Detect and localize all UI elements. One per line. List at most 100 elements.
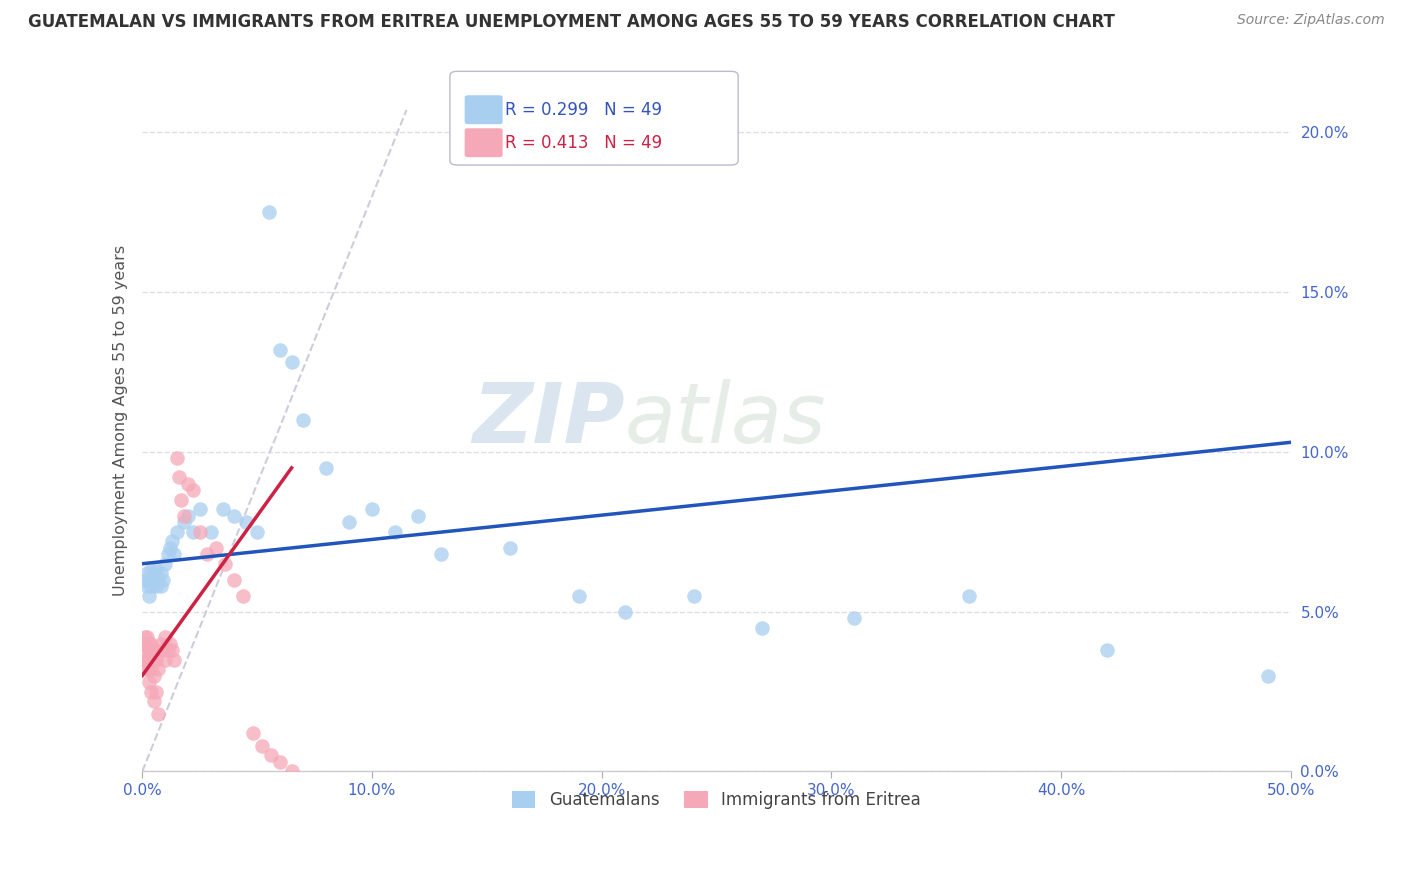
Point xyxy=(135,566,157,581)
Point xyxy=(269,755,291,769)
Point xyxy=(211,502,233,516)
Point xyxy=(181,483,204,498)
Text: ZIP: ZIP xyxy=(472,379,624,460)
Point xyxy=(138,573,160,587)
Point xyxy=(163,547,186,561)
Point xyxy=(159,637,181,651)
Point xyxy=(166,451,188,466)
Point xyxy=(844,611,866,625)
Point xyxy=(195,547,218,561)
Point xyxy=(142,668,165,682)
Point xyxy=(568,589,591,603)
Point xyxy=(280,355,302,369)
Point xyxy=(138,674,160,689)
Point xyxy=(499,541,522,555)
Text: GUATEMALAN VS IMMIGRANTS FROM ERITREA UNEMPLOYMENT AMONG AGES 55 TO 59 YEARS COR: GUATEMALAN VS IMMIGRANTS FROM ERITREA UN… xyxy=(28,13,1115,31)
Point xyxy=(138,637,160,651)
Point xyxy=(188,502,211,516)
Text: R = 0.299   N = 49: R = 0.299 N = 49 xyxy=(505,101,662,119)
Point xyxy=(337,515,360,529)
Point xyxy=(160,643,183,657)
Y-axis label: Unemployment Among Ages 55 to 59 years: Unemployment Among Ages 55 to 59 years xyxy=(114,244,128,596)
Point xyxy=(149,637,172,651)
Point xyxy=(280,764,302,779)
Point xyxy=(148,662,170,676)
Point xyxy=(138,662,160,676)
Point xyxy=(152,573,174,587)
Point xyxy=(166,524,188,539)
Point xyxy=(163,652,186,666)
Point xyxy=(135,579,157,593)
Point xyxy=(170,492,193,507)
Point xyxy=(134,652,156,666)
Point xyxy=(224,573,246,587)
Point xyxy=(181,524,204,539)
Point xyxy=(134,637,156,651)
Legend: Guatemalans, Immigrants from Eritrea: Guatemalans, Immigrants from Eritrea xyxy=(506,784,928,816)
Point xyxy=(177,476,200,491)
Point xyxy=(384,524,406,539)
Point xyxy=(156,547,179,561)
Point xyxy=(148,706,170,721)
Point xyxy=(167,470,190,484)
Point xyxy=(142,694,165,708)
Point xyxy=(138,652,160,666)
Point xyxy=(235,515,257,529)
Text: R = 0.413   N = 49: R = 0.413 N = 49 xyxy=(505,134,662,152)
Point xyxy=(142,652,165,666)
Point xyxy=(142,643,165,657)
Point xyxy=(141,563,163,577)
Text: atlas: atlas xyxy=(624,379,827,460)
Point xyxy=(430,547,453,561)
Point xyxy=(613,605,636,619)
Point xyxy=(145,652,167,666)
Point xyxy=(292,413,315,427)
Point xyxy=(1257,668,1279,682)
Point xyxy=(200,524,222,539)
Point xyxy=(138,643,160,657)
Point xyxy=(159,541,181,555)
Point xyxy=(142,573,165,587)
Point xyxy=(141,684,163,698)
Point xyxy=(682,589,704,603)
Point xyxy=(141,662,163,676)
Point xyxy=(142,566,165,581)
Point xyxy=(751,621,773,635)
Point xyxy=(173,515,195,529)
Point xyxy=(155,652,177,666)
Text: Source: ZipAtlas.com: Source: ZipAtlas.com xyxy=(1237,13,1385,28)
Point xyxy=(957,589,980,603)
Point xyxy=(145,684,167,698)
Point xyxy=(204,541,226,555)
Point xyxy=(141,637,163,651)
Point xyxy=(1095,643,1118,657)
Point xyxy=(134,630,156,644)
Point xyxy=(155,557,177,571)
Point xyxy=(149,579,172,593)
Point xyxy=(138,589,160,603)
Point xyxy=(269,343,291,357)
Point xyxy=(246,524,269,539)
Point xyxy=(135,652,157,666)
Point xyxy=(260,748,283,763)
Point xyxy=(232,589,254,603)
Point xyxy=(250,739,273,753)
Point xyxy=(214,557,236,571)
Point xyxy=(156,643,179,657)
Point xyxy=(149,566,172,581)
Point xyxy=(188,524,211,539)
Point xyxy=(160,534,183,549)
Point xyxy=(315,461,337,475)
Point xyxy=(155,630,177,644)
Point xyxy=(135,662,157,676)
Point xyxy=(361,502,384,516)
Point xyxy=(177,508,200,523)
Point xyxy=(141,579,163,593)
Point xyxy=(406,508,429,523)
Point xyxy=(224,508,246,523)
Point xyxy=(145,579,167,593)
Point xyxy=(135,630,157,644)
Point xyxy=(173,508,195,523)
Point xyxy=(242,726,264,740)
Point xyxy=(148,573,170,587)
